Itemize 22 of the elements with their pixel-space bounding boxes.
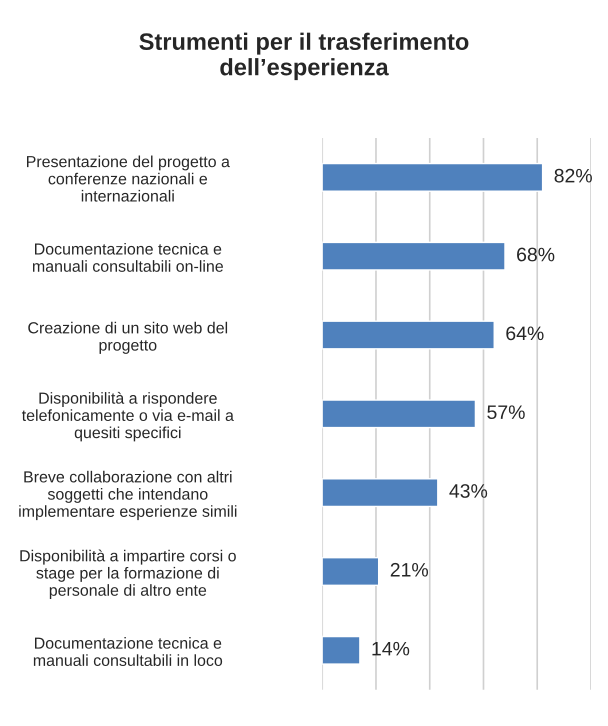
chart-title: Strumenti per il trasferimento dell’esperienza [139, 32, 468, 80]
y-tick-label: Disponibilità a rispondere telefonicamente o via e-mail a quesiti specifici [22, 392, 234, 442]
data-label: 14% [372, 642, 410, 656]
data-label: 21% [390, 562, 428, 577]
y-tick-label: Breve collaborazione con altri soggetti che intendano implementare esperienze simili [19, 470, 236, 520]
data-label: 57% [487, 405, 525, 420]
y-tick-label: Documentazione tecnica e manuali consultabili in loco [34, 637, 222, 666]
bar [322, 399, 476, 428]
data-label: 43% [449, 484, 488, 498]
bar [322, 162, 544, 192]
data-label: 68% [517, 248, 554, 262]
data-label: 82% [554, 168, 592, 183]
y-tick-label: Creazione di un sito web del progetto [28, 322, 228, 354]
bar [322, 636, 361, 665]
bar [322, 478, 438, 508]
y-tick-label: Presentazione del progetto a conferenze nazionali e internazionali [27, 156, 230, 202]
bar [322, 242, 506, 271]
y-tick-label: Documentazione tecnica e manuali consultabili on-line [32, 242, 223, 272]
bar [322, 556, 380, 586]
bar [322, 320, 495, 350]
y-tick-label: Disponibilità a impartire corsi o stage per la formazione di personale di altro ente [20, 550, 236, 600]
data-label: 64% [506, 326, 544, 340]
